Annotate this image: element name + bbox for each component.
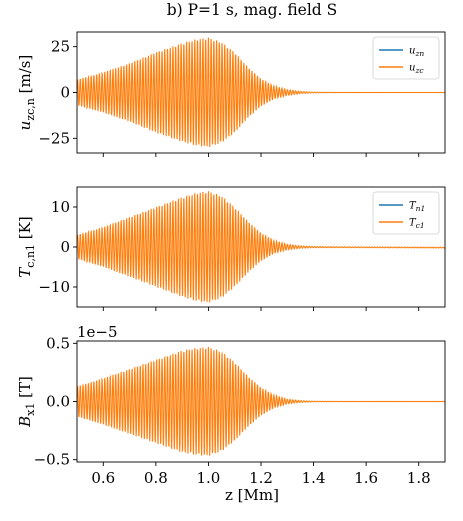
y-axis-label-symbol: B bbox=[16, 416, 34, 428]
legend-label-subscript: zn bbox=[414, 49, 424, 58]
y-tick-label: −0.5 bbox=[34, 451, 70, 469]
y-tick-label: 0.5 bbox=[46, 334, 70, 352]
series-line-3 bbox=[76, 346, 446, 456]
y-tick-label: −25 bbox=[38, 129, 70, 147]
x-tick-label: 1.8 bbox=[407, 469, 431, 487]
x-tick-label: 1.0 bbox=[196, 469, 220, 487]
legend-label-symbol: u bbox=[409, 46, 415, 57]
x-tick-label: 0.8 bbox=[144, 469, 168, 487]
x-tick-label: 1.6 bbox=[354, 469, 378, 487]
y-axis-label-subscript: x1 bbox=[24, 403, 37, 416]
y-axis-label-subscript: c,n1 bbox=[24, 244, 37, 268]
y-axis-label: uzc,n [m/s] bbox=[16, 55, 37, 131]
series-line-1 bbox=[76, 37, 446, 148]
y-tick-label: 10 bbox=[51, 198, 70, 216]
x-tick-label: 0.6 bbox=[91, 469, 115, 487]
y-tick-label: 0 bbox=[60, 84, 70, 102]
y-axis-label: Tc,n1 [K] bbox=[16, 216, 37, 277]
y-axis-label-symbol: u bbox=[16, 121, 34, 131]
legend-label-symbol: T bbox=[409, 201, 417, 212]
legend-label-subscript: zc bbox=[414, 66, 424, 75]
legend-label-T_n1: Tn1 bbox=[409, 201, 425, 214]
figure-title: b) P=1 s, mag. field S bbox=[167, 1, 338, 19]
y-axis-label: Bx1 [T] bbox=[16, 376, 37, 428]
legend-box bbox=[372, 191, 440, 235]
legend-label-symbol: T bbox=[409, 218, 417, 229]
y-tick-label: 0 bbox=[60, 238, 70, 256]
y-axis-label-unit: [T] bbox=[16, 376, 34, 402]
x-axis-label: z [Mm] bbox=[225, 486, 279, 504]
legend-label-subscript: c1 bbox=[416, 221, 425, 230]
axis-offset-text: 1e−5 bbox=[77, 323, 118, 341]
legend-box bbox=[372, 36, 440, 80]
panel-3: −0.5 0.0 0.5 0.6 0.8 1.0 1.2 1.4 1.6 1.8 Bx1 [T] 1e… bbox=[16, 323, 446, 487]
series-line-2 bbox=[76, 191, 446, 303]
legend-label-subscript: n1 bbox=[416, 204, 426, 213]
y-axis-label-subscript: zc,n bbox=[24, 98, 37, 121]
legend-label-T_c1: Tc1 bbox=[409, 218, 425, 231]
y-tick-label: 0.0 bbox=[46, 393, 70, 411]
y-axis-label-unit: [m/s] bbox=[16, 55, 34, 98]
legend-label-symbol: u bbox=[409, 63, 415, 74]
y-tick-label: 25 bbox=[51, 38, 70, 56]
legend-label-u_zn: uzn bbox=[409, 46, 424, 59]
y-axis-label-unit: [K] bbox=[16, 216, 34, 244]
x-tick-label: 1.2 bbox=[249, 469, 273, 487]
y-axis-label-symbol: T bbox=[16, 267, 34, 278]
y-tick-label: −10 bbox=[38, 278, 70, 296]
legend-label-u_zc: uzc bbox=[409, 63, 424, 76]
x-tick-label: 1.4 bbox=[302, 469, 326, 487]
